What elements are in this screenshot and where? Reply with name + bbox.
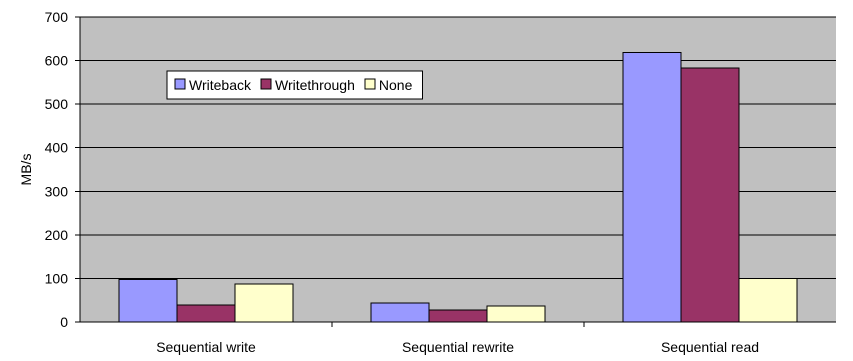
legend-label-writeback: Writeback (189, 77, 252, 93)
legend-label-writethrough: Writethrough (275, 77, 355, 93)
x-category-label: Sequential write (156, 339, 256, 355)
y-tick-label: 700 (45, 9, 69, 25)
axes (79, 17, 836, 323)
x-category-label: Sequential read (661, 339, 759, 355)
y-tick-label: 600 (45, 53, 69, 69)
legend-swatch-writeback (174, 78, 186, 90)
y-tick-label: 0 (60, 314, 68, 330)
y-axis-title: MB/s (18, 154, 34, 186)
legend-swatch-none (364, 78, 376, 90)
bar-writeback-1 (118, 278, 178, 323)
bar-writeback-3 (622, 51, 682, 323)
bar-none-1 (234, 283, 294, 323)
y-tick-label: 500 (45, 96, 69, 112)
legend-box (166, 70, 423, 100)
legend-label-none: None (379, 77, 413, 93)
legend-swatch-writethrough (260, 78, 272, 90)
y-tick-label: 200 (45, 227, 69, 243)
y-tick-labels: 0 100 200 300 400 500 600 700 (45, 9, 69, 330)
y-tick-label: 300 (45, 183, 69, 199)
bar-none-3 (738, 277, 798, 323)
y-tick-label: 400 (45, 140, 69, 156)
y-tick-label: 100 (45, 270, 69, 286)
legend: Writeback Writethrough None (166, 70, 423, 100)
x-category-label: Sequential rewrite (402, 339, 514, 355)
x-category-labels: Sequential write Sequential rewrite Sequen… (156, 339, 759, 355)
bar-writeback-2 (370, 302, 430, 323)
bar-writethrough-2 (428, 309, 488, 323)
bars (118, 51, 798, 323)
bar-none-2 (486, 305, 546, 323)
bar-writethrough-1 (176, 304, 236, 323)
bar-writethrough-3 (680, 67, 740, 323)
